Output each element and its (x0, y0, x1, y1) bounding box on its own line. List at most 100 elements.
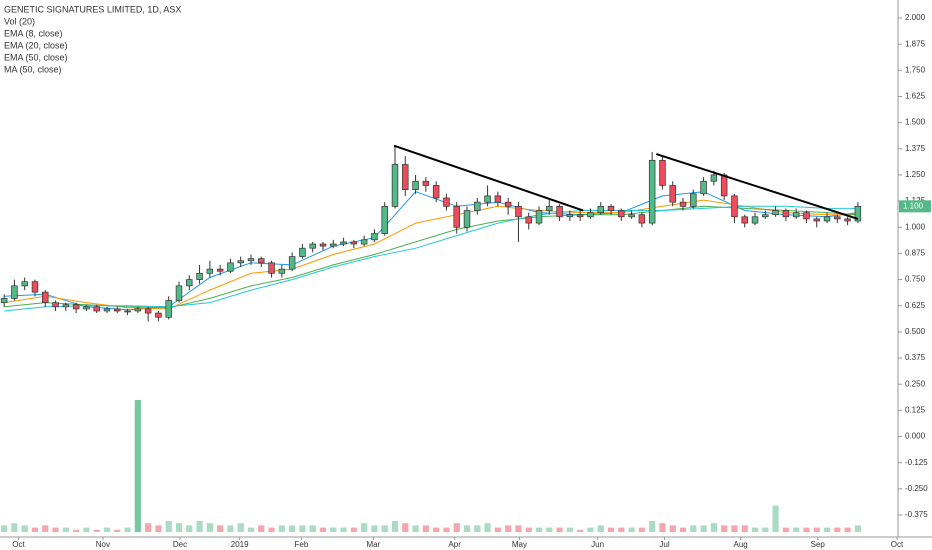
candle-body (0, 298, 8, 303)
volume-bar (535, 527, 543, 532)
y-tick-label: 0.875 (905, 249, 926, 258)
volume-bar (484, 523, 491, 532)
candle-body (628, 214, 635, 218)
candle-body (83, 306, 90, 310)
volume-bar (505, 525, 512, 532)
volume-bar (381, 525, 388, 532)
x-tick-label: May (512, 540, 527, 549)
x-tick-label: Sep (811, 540, 826, 549)
candle-body (402, 164, 409, 190)
volume-bar (710, 523, 717, 532)
volume-bar (844, 527, 851, 532)
volume-bar (52, 527, 59, 532)
volume-bar (577, 529, 584, 532)
candle-body (690, 193, 697, 207)
candle-body (834, 216, 841, 220)
last-price-box (899, 200, 931, 213)
volume-bar (83, 527, 90, 532)
volume-bar (103, 527, 111, 532)
volume-bar (237, 523, 244, 532)
volume-bar (412, 525, 419, 532)
candle-body (504, 201, 512, 207)
volume-bar (793, 527, 800, 532)
volume-bar (73, 529, 80, 532)
volume-bar (659, 523, 666, 532)
volume-bar (145, 523, 152, 532)
volume-bar (587, 527, 594, 532)
volume-bar (721, 525, 728, 532)
candle-body (21, 281, 28, 287)
volume-bar (361, 523, 368, 532)
volume-bar (494, 527, 501, 532)
volume-bar (649, 521, 656, 532)
x-tick-label: 2019 (231, 540, 249, 549)
x-tick-label: Feb (294, 540, 308, 549)
candle-body (93, 306, 100, 312)
candle-body (700, 180, 707, 195)
volume-bar (463, 525, 471, 532)
volume-bar (422, 525, 429, 532)
y-tick-label: 1.875 (905, 39, 926, 48)
x-tick-label: Jul (659, 540, 669, 549)
volume-bar (309, 525, 316, 532)
volume-bar (268, 527, 275, 532)
legend-item: EMA (50, close) (4, 52, 68, 62)
candle-body (124, 310, 131, 313)
volume-bar (690, 525, 697, 532)
legend-item: Vol (20) (4, 16, 35, 26)
volume-bar (546, 527, 553, 532)
candle-body (227, 262, 234, 272)
candle-body (525, 216, 532, 224)
volume-bar (813, 527, 820, 532)
volume-bar (823, 527, 831, 532)
y-tick-label: -0.375 (905, 510, 928, 519)
candle-body (443, 197, 450, 207)
candle-body (679, 201, 687, 207)
legend-item: EMA (8, close) (4, 28, 63, 38)
candle-body (155, 312, 162, 318)
volume-bar (350, 527, 357, 532)
candle-body (391, 164, 399, 207)
volume-bar (217, 525, 224, 532)
y-tick-label: -0.250 (905, 484, 928, 493)
candle-body (371, 233, 378, 241)
volume-bar (278, 525, 285, 532)
volume-bar (607, 527, 615, 532)
legend-item: EMA (20, close) (4, 40, 68, 50)
volume-bar (402, 523, 409, 532)
candle-body (237, 260, 244, 264)
volume-bar (772, 505, 779, 532)
volume-bar (731, 525, 738, 532)
volume-bar (638, 527, 645, 532)
candle-body (659, 159, 666, 186)
volume-bar (165, 521, 172, 532)
candle-body (782, 210, 790, 218)
candle-body (422, 180, 430, 186)
volume-bar (319, 527, 327, 532)
x-tick-label: Oct (891, 540, 904, 549)
trendline (393, 144, 584, 212)
volume-bar (175, 523, 183, 532)
candle-body (42, 291, 49, 303)
y-tick-label: 0.500 (905, 327, 926, 336)
volume-bar (247, 527, 255, 532)
volume-bar (751, 527, 759, 532)
chart-title: GENETIC SIGNATURES LIMITED, 1D, ASX (4, 4, 181, 14)
candle-body (823, 216, 831, 222)
volume-bar (124, 527, 131, 532)
volume-bar (433, 527, 440, 532)
candle-body (330, 243, 337, 247)
candle-body (474, 201, 481, 211)
candle-body (432, 185, 440, 199)
x-tick-label: Apr (448, 540, 461, 549)
candle-body (319, 243, 327, 247)
candle-body (772, 210, 779, 216)
volume-bar (597, 525, 604, 532)
candle-body (114, 308, 121, 312)
candle-body (309, 243, 316, 249)
x-tick-label: Mar (367, 540, 381, 549)
x-tick-label: Aug (734, 540, 748, 549)
y-tick-label: 1.500 (905, 118, 926, 127)
volume-bar (371, 525, 378, 532)
